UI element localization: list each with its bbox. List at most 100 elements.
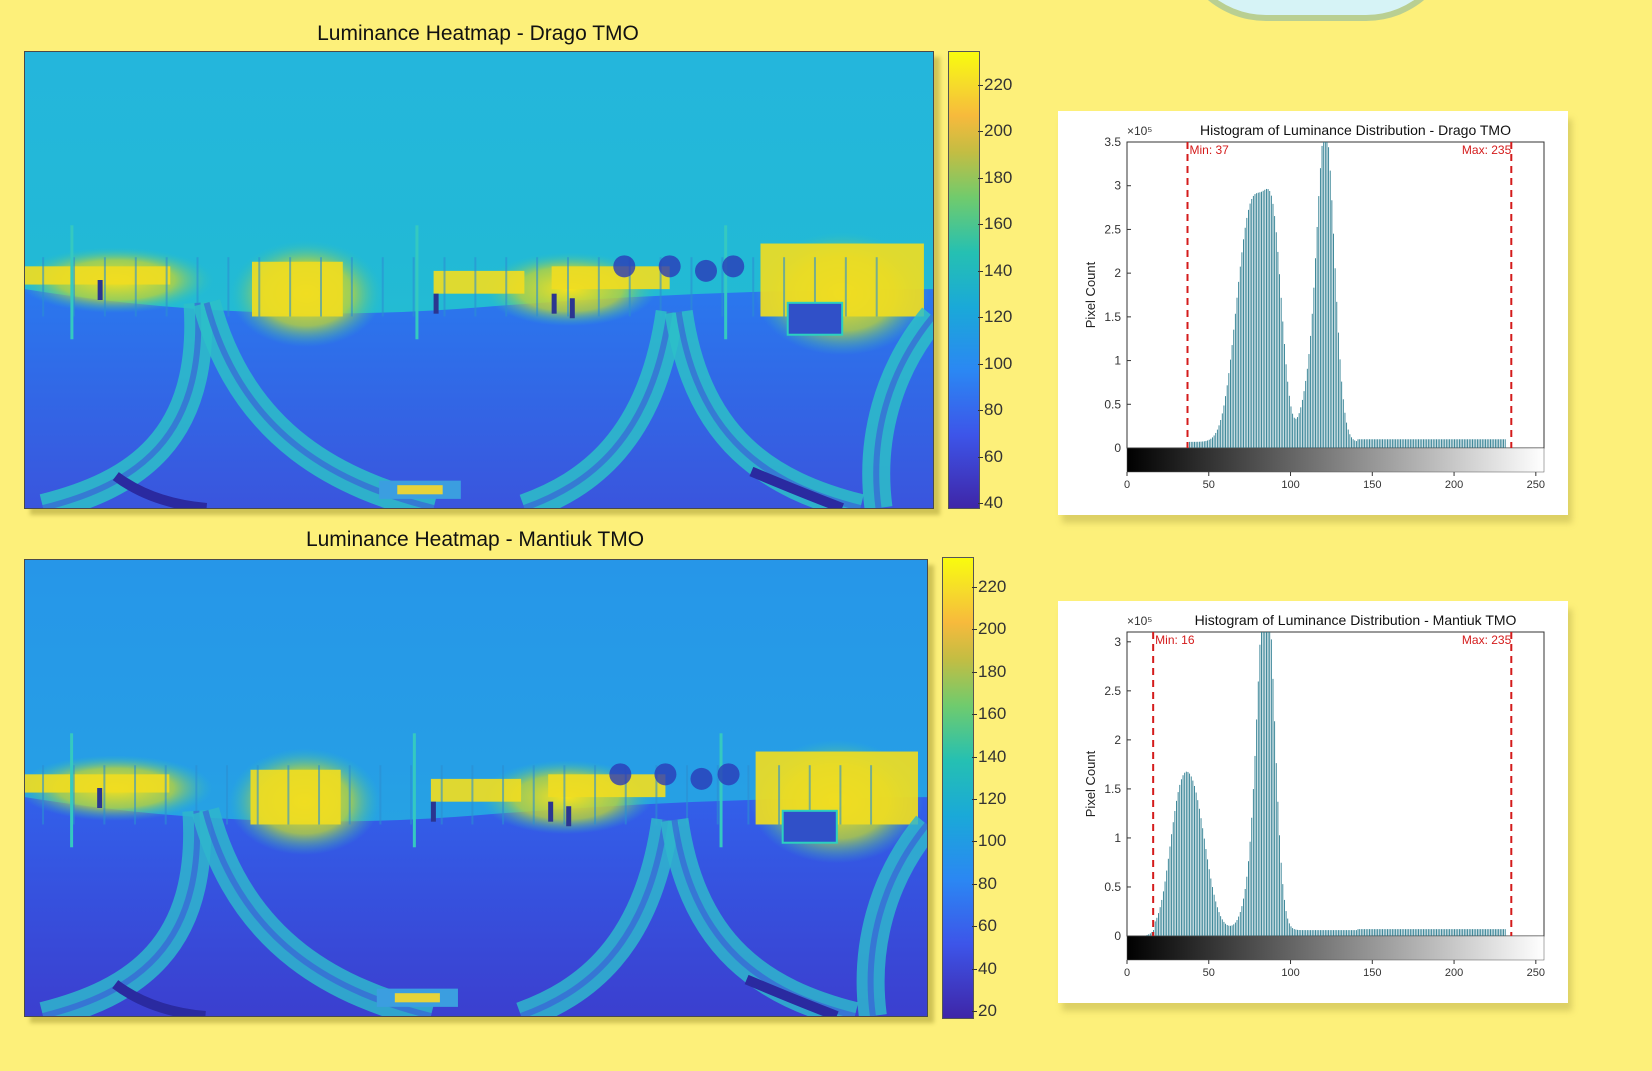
histogram-bar	[1189, 773, 1191, 936]
histogram-bar	[1447, 439, 1449, 448]
histogram-bar	[1452, 439, 1454, 448]
histogram-bar	[1169, 846, 1171, 936]
histogram-bar	[1393, 439, 1395, 448]
histogram-bar	[1305, 930, 1307, 936]
histogram-bar	[1313, 930, 1315, 936]
histogram-bar	[1303, 391, 1305, 448]
histogram-bar	[1321, 930, 1323, 936]
histogram-bar	[1364, 439, 1366, 448]
histogram-bar	[1192, 441, 1194, 448]
histogram-bar	[1238, 281, 1240, 448]
histogram-bar	[1380, 929, 1382, 936]
histogram-bar	[1236, 297, 1238, 448]
histogram-bar	[1275, 232, 1277, 448]
histogram-bar	[1344, 930, 1346, 936]
y-tick-label: 2	[1114, 733, 1121, 747]
histogram-bar	[1426, 929, 1428, 936]
histogram-bar	[1436, 439, 1437, 448]
histogram-bar	[1504, 929, 1506, 936]
histogram-bar	[1231, 345, 1233, 448]
histogram-bar	[1476, 929, 1478, 936]
histogram-bar	[1478, 929, 1480, 936]
colorbar-tick-mark	[972, 926, 977, 928]
histogram-bar	[1264, 189, 1266, 449]
histogram-bar	[1457, 929, 1459, 936]
histogram-bar	[1213, 894, 1215, 936]
histogram-bar	[1321, 145, 1323, 448]
histogram-bar	[1387, 439, 1388, 448]
histogram-bar	[1292, 928, 1294, 936]
histogram-bar	[1233, 924, 1235, 936]
histogram-bar	[1468, 439, 1470, 448]
histogram-bar	[1293, 929, 1295, 936]
histogram-bar	[1390, 439, 1392, 448]
histogram-bar	[1416, 439, 1418, 448]
histogram-bar	[1215, 432, 1217, 448]
histogram-bar	[1465, 439, 1467, 448]
histogram-bar	[1341, 930, 1343, 936]
histogram-bar	[1503, 439, 1505, 448]
colorbar-tick-label: 100	[978, 831, 1007, 851]
histogram-bar	[1261, 191, 1262, 448]
histogram-bar	[1218, 912, 1220, 936]
histogram-bar	[1336, 301, 1338, 448]
histogram-bar	[1375, 929, 1377, 936]
histogram-bar	[1406, 439, 1408, 448]
histogram-bar	[1351, 437, 1352, 448]
histogram-bar	[1167, 858, 1169, 936]
histogram-bar	[1166, 870, 1168, 936]
histogram-bar	[1205, 849, 1207, 936]
histogram-bar	[1292, 413, 1294, 448]
histogram-bar	[1313, 287, 1315, 448]
histogram-bar	[1285, 364, 1287, 448]
histogram-bar	[1205, 440, 1207, 448]
histogram-bar	[1369, 439, 1370, 448]
histogram-bar	[1485, 439, 1487, 448]
histogram-bar	[1300, 407, 1302, 448]
histogram-bar	[1440, 439, 1442, 448]
colorbar-tick-label: 60	[984, 446, 1003, 466]
histogram-bar	[1406, 929, 1408, 936]
histogram-bar	[1223, 921, 1225, 936]
histogram-bar	[1156, 917, 1158, 936]
histogram-bar	[1151, 931, 1153, 936]
histogram-bar	[1331, 200, 1333, 448]
histogram-bar	[1383, 439, 1385, 448]
y-tick-label: 3	[1114, 179, 1121, 193]
x-tick-label: 150	[1363, 967, 1381, 979]
histogram-bar	[1187, 771, 1189, 936]
histogram-bar	[1259, 644, 1261, 936]
histogram-bar	[1486, 929, 1488, 936]
histogram-bar	[1478, 439, 1480, 448]
x-tick-label: 200	[1445, 967, 1463, 979]
histogram-bar	[1390, 929, 1392, 936]
histogram-bar	[1465, 929, 1467, 936]
histogram-bar	[1491, 439, 1493, 448]
colorbar-tick-mark	[972, 968, 977, 970]
colorbar-tick-mark	[972, 714, 977, 716]
histogram-bar	[1341, 381, 1343, 448]
histogram-bar	[1202, 828, 1204, 936]
histogram-bar	[1411, 929, 1413, 936]
histogram-bar	[1288, 923, 1290, 936]
histogram-bar	[1503, 929, 1505, 936]
histogram-bar	[1305, 380, 1307, 448]
histogram-bar	[1436, 929, 1437, 936]
histogram-bar	[1416, 929, 1418, 936]
colorbar-tick-mark	[978, 410, 983, 412]
histogram-bar	[1301, 930, 1303, 936]
histogram-bar	[1391, 439, 1393, 448]
histogram-bar	[1249, 203, 1251, 448]
x-tick-label: 150	[1363, 479, 1381, 491]
histogram-bar	[1283, 344, 1285, 448]
histogram-bar	[1228, 373, 1230, 448]
histogram-bar	[1336, 930, 1338, 936]
histogram-bar	[1444, 439, 1446, 448]
histogram-bar	[1308, 354, 1310, 448]
histogram-bar	[1190, 776, 1192, 936]
y-tick-label: 0	[1114, 441, 1121, 455]
histogram-bar	[1269, 632, 1271, 936]
colorbar-tick-label: 120	[984, 307, 1013, 327]
histogram-bar	[1270, 195, 1272, 448]
histogram-bar	[1290, 406, 1292, 448]
